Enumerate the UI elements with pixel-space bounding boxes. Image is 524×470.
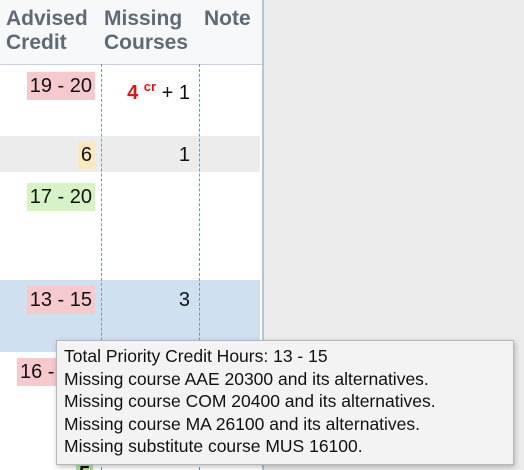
missing-courses-count: 3: [178, 289, 190, 311]
missing-credits-unit: cr: [143, 79, 157, 94]
tooltip-missing-course: Missing course COM 20400 and its alterna…: [64, 391, 436, 411]
missing-credits-value: 4: [127, 82, 139, 104]
table-row[interactable]: 6 1: [0, 136, 260, 172]
table-row[interactable]: 17 - 20: [0, 172, 260, 280]
tooltip-missing-course: Missing course MA 26100 and its alternat…: [64, 413, 421, 434]
column-header-advised-credit[interactable]: Advised Credit: [6, 7, 88, 54]
credit-details-tooltip: Total Priority Credit Hours: 13 - 15 Mis…: [56, 340, 514, 465]
table-row[interactable]: 13 - 15 3: [0, 280, 260, 352]
advised-credit-badge: 17 - 20: [26, 183, 95, 211]
tooltip-missing-substitute: Missing substitute course MUS 16100.: [64, 436, 363, 456]
missing-courses-count: 1: [178, 144, 190, 166]
table-row[interactable]: 16 -: [0, 352, 260, 452]
table-row[interactable]: [0, 136, 260, 172]
column-header-note[interactable]: Note: [204, 7, 251, 30]
tooltip-total-credit-hours: Total Priority Credit Hours: 13 - 15: [64, 346, 328, 366]
advised-credit-badge: 16 -: [17, 358, 58, 386]
advised-credit-badge: 6: [77, 141, 95, 169]
advised-credit-badge: 13 - 15: [26, 286, 95, 314]
table-row[interactable]: 19 - 20 4 cr + 1: [0, 64, 260, 136]
column-divider: [199, 64, 200, 470]
advised-credit-badge: 19 - 20: [26, 72, 95, 100]
missing-courses-count: + 1: [161, 82, 190, 104]
advised-credit-badge: 5: [76, 460, 94, 470]
degree-audit-panel: Advised Credit Missing Courses Note 19 -…: [0, 0, 264, 470]
tooltip-missing-course: Missing course AAE 20300 and its alterna…: [64, 368, 429, 389]
column-divider: [101, 64, 102, 470]
table-header: Advised Credit Missing Courses Note: [0, 0, 262, 65]
table-row[interactable]: 5: [0, 452, 260, 470]
missing-courses-cell: 4 cr + 1: [127, 73, 190, 107]
column-header-missing-courses[interactable]: Missing Courses: [104, 7, 189, 54]
